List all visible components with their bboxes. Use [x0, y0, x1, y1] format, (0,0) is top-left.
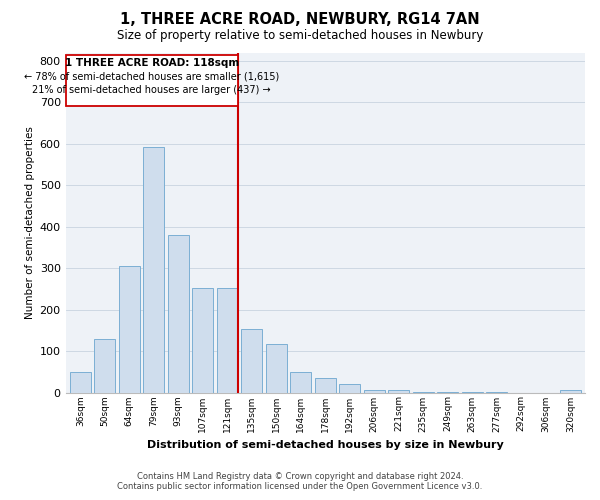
FancyBboxPatch shape [65, 54, 238, 106]
Text: 1 THREE ACRE ROAD: 118sqm: 1 THREE ACRE ROAD: 118sqm [65, 58, 239, 68]
Bar [193, 288, 213, 393]
X-axis label: Distribution of semi-detached houses by size in Newbury: Distribution of semi-detached houses by … [147, 440, 503, 450]
Bar [119, 266, 140, 392]
Bar [217, 288, 238, 393]
Bar [388, 390, 409, 392]
Text: Size of property relative to semi-detached houses in Newbury: Size of property relative to semi-detach… [117, 29, 483, 42]
Bar [168, 235, 188, 392]
Bar [340, 384, 360, 392]
Text: Contains HM Land Registry data © Crown copyright and database right 2024.
Contai: Contains HM Land Registry data © Crown c… [118, 472, 482, 491]
Bar [364, 390, 385, 392]
Bar [143, 147, 164, 392]
Text: ← 78% of semi-detached houses are smaller (1,615): ← 78% of semi-detached houses are smalle… [24, 72, 279, 82]
Y-axis label: Number of semi-detached properties: Number of semi-detached properties [25, 126, 35, 319]
Bar [290, 372, 311, 392]
Text: 1, THREE ACRE ROAD, NEWBURY, RG14 7AN: 1, THREE ACRE ROAD, NEWBURY, RG14 7AN [120, 12, 480, 28]
Bar [241, 330, 262, 392]
Bar [315, 378, 336, 392]
Bar [94, 340, 115, 392]
Text: 21% of semi-detached houses are larger (437) →: 21% of semi-detached houses are larger (… [32, 85, 271, 95]
Bar [266, 344, 287, 393]
Bar [70, 372, 91, 392]
Bar [560, 390, 581, 392]
